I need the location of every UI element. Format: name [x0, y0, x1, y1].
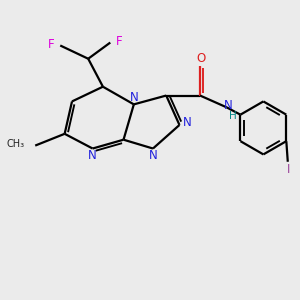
- Text: F: F: [48, 38, 55, 50]
- Text: N: N: [183, 116, 192, 129]
- Text: N: N: [224, 99, 233, 112]
- Text: CH₃: CH₃: [7, 139, 25, 149]
- Text: O: O: [196, 52, 205, 65]
- Text: N: N: [130, 92, 139, 104]
- Text: N: N: [88, 148, 96, 161]
- Text: I: I: [287, 163, 290, 176]
- Text: N: N: [149, 148, 158, 161]
- Text: H: H: [229, 111, 236, 121]
- Text: F: F: [116, 34, 122, 48]
